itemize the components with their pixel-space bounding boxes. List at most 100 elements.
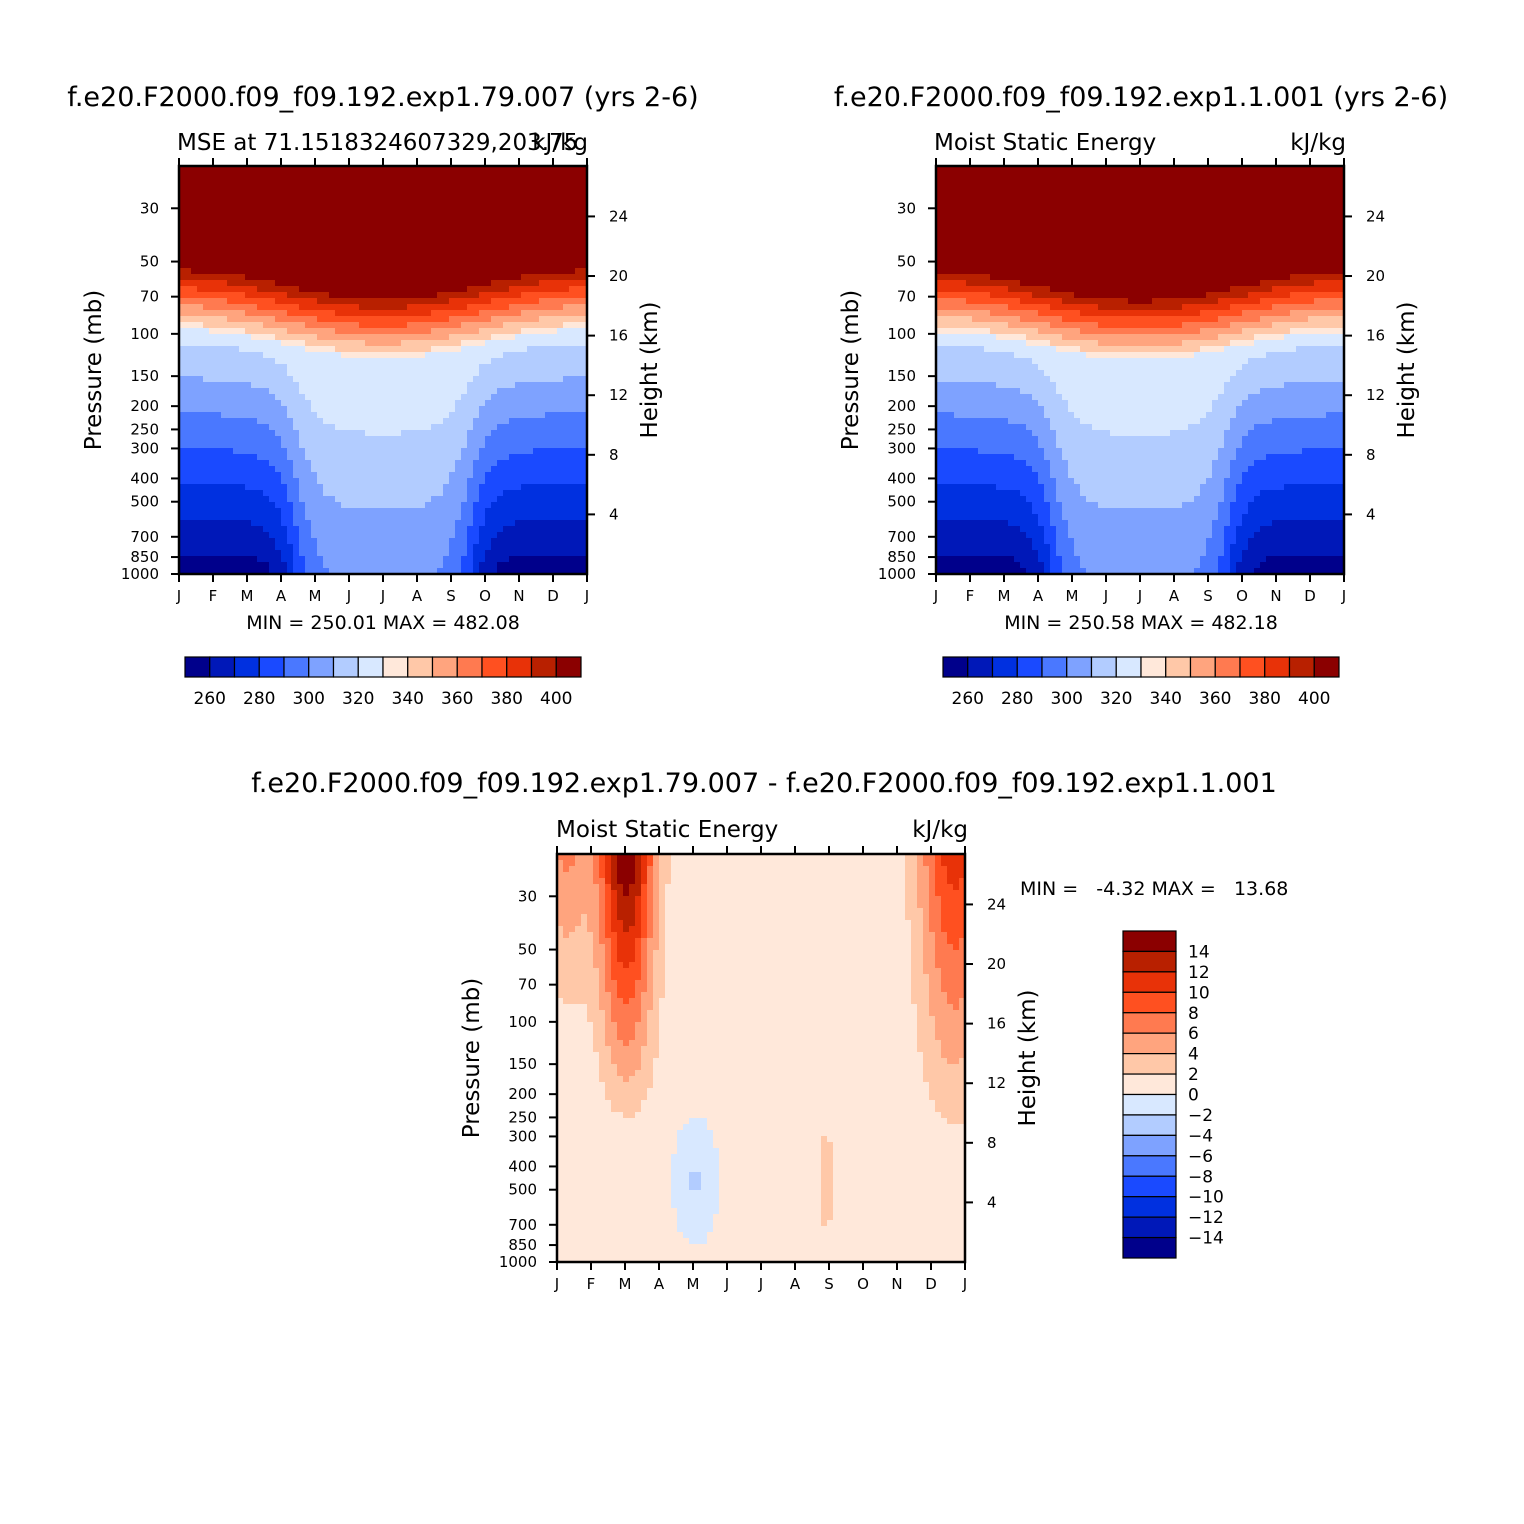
field-cell (401, 214, 408, 221)
field-cell (425, 484, 432, 491)
field-cell (185, 328, 192, 335)
field-cell (948, 352, 955, 359)
field-cell (515, 382, 522, 389)
field-cell (479, 298, 486, 305)
field-cell (954, 226, 961, 233)
field-cell (377, 550, 384, 557)
field-cell (569, 472, 576, 479)
colorbar-label: 360 (441, 689, 473, 709)
field-cell (185, 544, 192, 551)
field-cell (581, 172, 588, 179)
field-cell (936, 196, 943, 203)
field-cell (317, 454, 324, 461)
y-tick-label-left: 200 (130, 397, 159, 415)
field-cell (431, 214, 438, 221)
field-cell (341, 358, 348, 365)
field-cell (203, 430, 210, 437)
field-cell (395, 334, 402, 341)
field-cell (569, 430, 576, 437)
field-cell (936, 322, 943, 329)
field-cell (455, 274, 462, 281)
field-cell (383, 448, 390, 455)
field-cell (419, 280, 426, 287)
field-cell (563, 328, 570, 335)
field-cell (323, 496, 330, 503)
field-cell (413, 406, 420, 413)
field-cell (581, 562, 588, 569)
field-cell (263, 190, 270, 197)
field-cell (233, 562, 240, 569)
field-cell (569, 568, 576, 575)
field-cell (419, 274, 426, 281)
field-cell (479, 400, 486, 407)
field-cell (263, 166, 270, 173)
field-cell (539, 334, 546, 341)
field-cell (191, 382, 198, 389)
field-cell (191, 322, 198, 329)
field-cell (365, 286, 372, 293)
field-cell (389, 256, 396, 263)
field-cell (401, 550, 408, 557)
field-cell (329, 280, 336, 287)
field-cell (401, 310, 408, 317)
field-cell (221, 286, 228, 293)
field-cell (443, 286, 450, 293)
field-cell (239, 202, 246, 209)
field-cell (341, 568, 348, 575)
field-cell (527, 298, 534, 305)
field-cell (383, 370, 390, 377)
field-cell (437, 304, 444, 311)
field-cell (425, 256, 432, 263)
field-cell (203, 274, 210, 281)
field-cell (942, 256, 949, 263)
field-cell (359, 496, 366, 503)
field-cell (539, 508, 546, 515)
field-cell (533, 424, 540, 431)
field-cell (317, 562, 324, 569)
field-cell (936, 232, 943, 239)
field-cell (443, 436, 450, 443)
field-cell (251, 280, 258, 287)
field-cell (323, 562, 330, 569)
field-cell (551, 316, 558, 323)
field-cell (425, 334, 432, 341)
field-cell (575, 166, 582, 173)
field-cell (233, 388, 240, 395)
field-cell (575, 448, 582, 455)
field-cell (215, 340, 222, 347)
field-cell (521, 262, 528, 269)
field-cell (936, 310, 943, 317)
field-cell (575, 220, 582, 227)
field-cell (545, 352, 552, 359)
field-cell (323, 478, 330, 485)
field-cell (545, 298, 552, 305)
field-cell (383, 400, 390, 407)
field-cell (545, 166, 552, 173)
field-cell (569, 346, 576, 353)
field-cell (389, 466, 396, 473)
field-cell (533, 304, 540, 311)
field-cell (191, 214, 198, 221)
field-cell (545, 382, 552, 389)
field-cell (269, 550, 276, 557)
field-cell (371, 178, 378, 185)
field-cell (455, 298, 462, 305)
field-cell (449, 340, 456, 347)
field-cell (497, 532, 504, 539)
field-cell (191, 526, 198, 533)
field-cell (263, 460, 270, 467)
field-cell (221, 538, 228, 545)
field-cell (185, 220, 192, 227)
field-cell (197, 526, 204, 533)
field-cell (936, 220, 943, 227)
field-cell (503, 208, 510, 215)
field-cell (221, 370, 228, 377)
field-cell (185, 562, 192, 569)
field-cell (395, 382, 402, 389)
field-cell (551, 526, 558, 533)
field-cell (389, 394, 396, 401)
field-cell (413, 238, 420, 245)
field-cell (221, 424, 228, 431)
y-tick-label-left: 300 (130, 439, 159, 457)
